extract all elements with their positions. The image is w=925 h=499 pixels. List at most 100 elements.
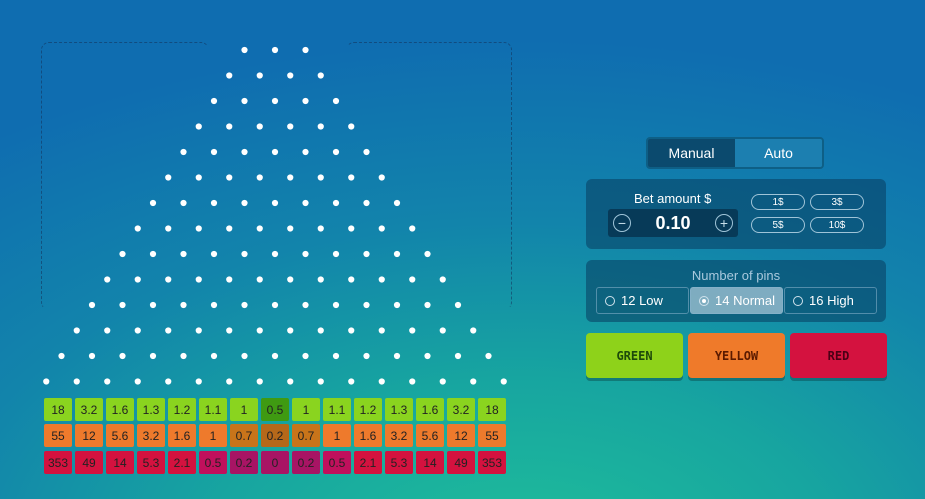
pin xyxy=(210,352,218,360)
pin xyxy=(332,301,340,309)
pin xyxy=(287,327,294,334)
pin xyxy=(348,378,355,385)
pin xyxy=(226,174,233,181)
multiplier-cell-red: 2.1 xyxy=(354,451,382,474)
pin xyxy=(485,352,492,360)
pin xyxy=(378,327,385,334)
pin xyxy=(287,378,294,385)
pin xyxy=(302,97,309,105)
pins-option-label: 12 Low xyxy=(621,293,663,308)
multiplier-cell-yellow: 0.2 xyxy=(261,424,289,447)
chip-5[interactable]: 5$ xyxy=(751,217,805,233)
pins-option-16-high[interactable]: 16 High xyxy=(784,287,877,314)
pin xyxy=(287,225,294,232)
pin xyxy=(149,199,157,207)
pin xyxy=(454,301,462,309)
pin xyxy=(271,199,279,207)
bet-amount-value[interactable]: 0.10 xyxy=(655,212,691,233)
pin xyxy=(241,250,248,258)
multiplier-cell-green: 1.1 xyxy=(323,398,351,421)
pin xyxy=(226,123,233,130)
multiplier-cell-red: 49 xyxy=(75,451,103,474)
pin xyxy=(241,199,248,207)
chip-3[interactable]: 3$ xyxy=(810,194,864,210)
pin xyxy=(439,276,446,283)
multiplier-cell-red: 5.3 xyxy=(137,451,165,474)
pin xyxy=(378,174,385,181)
chip-1[interactable]: 1$ xyxy=(751,194,805,210)
multiplier-cell-green: 1.3 xyxy=(137,398,165,421)
pin xyxy=(348,174,355,181)
multiplier-cell-red: 0.5 xyxy=(323,451,351,474)
pin xyxy=(348,276,355,283)
pin xyxy=(348,327,355,334)
pin xyxy=(393,301,401,309)
pin xyxy=(134,327,141,334)
pin xyxy=(119,250,126,258)
pin xyxy=(241,352,248,360)
pins-option-label: 14 Normal xyxy=(715,293,775,308)
pin xyxy=(317,225,324,232)
pin xyxy=(195,174,202,181)
pin xyxy=(393,250,401,258)
pins-option-12-low[interactable]: 12 Low xyxy=(596,287,689,314)
pin xyxy=(149,352,157,360)
bet-amount-stepper: − 0.10 + xyxy=(608,209,738,237)
multiplier-cell-yellow: 12 xyxy=(447,424,475,447)
pin xyxy=(454,352,462,360)
pin xyxy=(256,72,263,79)
multiplier-cell-green: 1.3 xyxy=(385,398,413,421)
chip-10[interactable]: 10$ xyxy=(810,217,864,233)
pin xyxy=(287,72,294,79)
pin xyxy=(363,352,370,360)
yellow-button[interactable]: YELLOW xyxy=(688,333,785,378)
plus-icon[interactable]: + xyxy=(714,214,733,232)
multiplier-cell-yellow: 12 xyxy=(75,424,103,447)
pin xyxy=(302,301,309,309)
pin xyxy=(271,352,279,360)
pin xyxy=(287,123,294,130)
pin xyxy=(149,301,157,309)
multiplier-cell-red: 14 xyxy=(106,451,134,474)
multiplier-cell-red: 14 xyxy=(416,451,444,474)
multiplier-cell-yellow: 5.6 xyxy=(416,424,444,447)
pin xyxy=(317,72,324,79)
pin xyxy=(104,276,111,283)
pin xyxy=(241,46,248,54)
bet-amount-label: Bet amount $ xyxy=(634,191,712,206)
multiplier-row-green: 18 3.2 1.6 1.3 1.2 1.1 1 0.5 1 1.1 1.2 1.3 1.6 3.2 18 xyxy=(44,398,506,421)
pin xyxy=(348,225,355,232)
pin xyxy=(210,250,218,258)
pin xyxy=(424,301,431,309)
pins-label: Number of pins xyxy=(691,268,781,283)
tab-manual[interactable]: Manual xyxy=(648,139,735,167)
multiplier-cell-yellow: 55 xyxy=(478,424,506,447)
pin xyxy=(226,276,233,283)
pin xyxy=(393,352,401,360)
pin xyxy=(134,276,141,283)
pin xyxy=(165,225,172,232)
pin xyxy=(409,276,416,283)
pin xyxy=(302,199,309,207)
pin xyxy=(409,327,416,334)
multiplier-cell-green: 18 xyxy=(478,398,506,421)
pin xyxy=(332,97,340,105)
pin xyxy=(271,148,279,156)
pins-option-14-normal[interactable]: 14 Normal xyxy=(690,287,783,314)
green-button[interactable]: GREEN xyxy=(586,333,683,378)
multiplier-cell-red: 49 xyxy=(447,451,475,474)
pin xyxy=(134,378,141,385)
pin xyxy=(317,276,324,283)
pin xyxy=(317,378,324,385)
radio-icon xyxy=(793,295,803,306)
multiplier-cell-green: 18 xyxy=(44,398,72,421)
tab-auto[interactable]: Auto xyxy=(735,139,822,167)
multiplier-cell-green: 1.2 xyxy=(354,398,382,421)
pin xyxy=(317,123,324,130)
red-button[interactable]: RED xyxy=(790,333,887,378)
minus-icon[interactable]: − xyxy=(613,214,631,232)
pin xyxy=(210,199,218,207)
pin xyxy=(409,378,416,385)
pin xyxy=(439,327,446,334)
pin xyxy=(104,327,111,334)
